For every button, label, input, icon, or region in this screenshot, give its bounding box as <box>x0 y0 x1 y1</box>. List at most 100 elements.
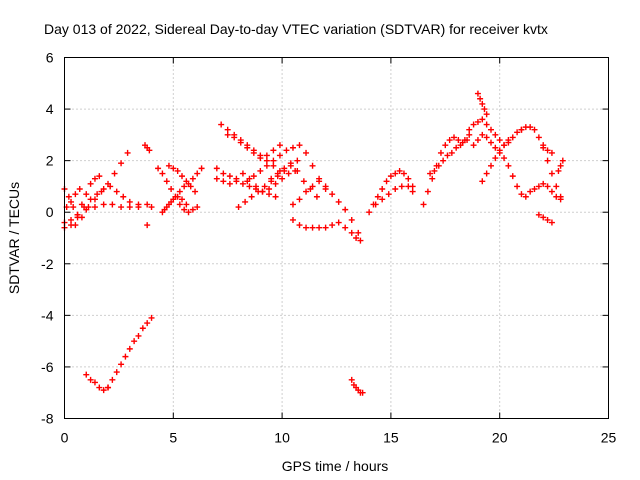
data-point <box>420 201 427 208</box>
data-point <box>492 155 499 162</box>
series-track-12 <box>165 162 199 195</box>
data-point <box>309 183 316 190</box>
data-point <box>309 162 316 169</box>
series-track-29 <box>474 90 490 118</box>
data-point <box>94 191 101 198</box>
data-point <box>144 320 151 327</box>
data-point <box>483 121 490 128</box>
data-point <box>72 222 79 229</box>
data-point <box>335 219 342 226</box>
data-point <box>342 206 349 213</box>
data-point <box>555 167 562 174</box>
data-point <box>296 222 303 229</box>
data-point <box>374 193 381 200</box>
data-point <box>303 188 310 195</box>
data-point <box>161 206 168 213</box>
data-point <box>531 186 538 193</box>
data-point <box>316 224 323 231</box>
series-track-21 <box>289 216 364 244</box>
y-tick-label: 6 <box>46 50 54 66</box>
data-point <box>70 204 77 211</box>
series-track-22 <box>348 376 366 396</box>
data-point <box>83 371 90 378</box>
data-point <box>263 157 270 164</box>
data-point <box>553 193 560 200</box>
data-point <box>181 183 188 190</box>
data-point <box>303 224 310 231</box>
data-point <box>120 193 127 200</box>
data-point <box>198 165 205 172</box>
data-point <box>544 216 551 223</box>
data-point <box>496 147 503 154</box>
series-track-25 <box>420 134 471 208</box>
series-track-23 <box>370 167 416 208</box>
data-point <box>250 149 257 156</box>
series-track-34 <box>535 211 555 226</box>
data-point <box>329 222 336 229</box>
data-point <box>544 147 551 154</box>
data-point <box>477 95 484 102</box>
data-point <box>514 129 521 136</box>
data-point <box>435 162 442 169</box>
data-point <box>185 209 192 216</box>
data-point <box>226 173 233 180</box>
y-tick-label: -6 <box>41 359 54 375</box>
grid-layer <box>64 57 609 419</box>
x-tick-label: 5 <box>169 430 177 446</box>
data-point <box>91 196 98 203</box>
data-point <box>176 201 183 208</box>
data-point <box>163 178 170 185</box>
data-point <box>213 165 220 172</box>
data-point <box>309 224 316 231</box>
data-point <box>270 147 277 154</box>
data-point <box>122 353 129 360</box>
data-point <box>257 155 264 162</box>
data-point <box>283 147 290 154</box>
data-point <box>348 229 355 236</box>
chart-title: Day 013 of 2022, Sidereal Day-to-day VTE… <box>44 21 548 37</box>
data-point <box>518 126 525 133</box>
series-track-19 <box>268 160 320 200</box>
data-point <box>83 191 90 198</box>
data-point <box>527 124 534 131</box>
data-point <box>220 170 227 177</box>
data-point <box>218 121 225 128</box>
data-point <box>429 175 436 182</box>
data-point <box>105 180 112 187</box>
data-point <box>144 222 151 229</box>
data-point <box>296 142 303 149</box>
data-point <box>87 376 94 383</box>
data-point <box>252 183 259 190</box>
data-point <box>357 237 364 244</box>
data-point <box>118 204 125 211</box>
data-point <box>322 224 329 231</box>
data-point <box>72 191 79 198</box>
data-point <box>179 173 186 180</box>
data-point <box>470 121 477 128</box>
data-point <box>427 170 434 177</box>
data-point <box>144 201 151 208</box>
data-point <box>131 338 138 345</box>
data-point <box>335 198 342 205</box>
data-point <box>257 167 264 174</box>
data-point <box>366 209 373 216</box>
data-point <box>165 162 172 169</box>
data-point <box>379 196 386 203</box>
data-point <box>76 186 83 193</box>
data-point <box>174 193 181 200</box>
data-point <box>261 183 268 190</box>
data-point <box>224 131 231 138</box>
data-point <box>359 389 366 396</box>
data-point <box>535 211 542 218</box>
data-point <box>329 191 336 198</box>
data-point <box>287 160 294 167</box>
data-point <box>509 173 516 180</box>
data-point <box>483 111 490 118</box>
data-point <box>96 384 103 391</box>
data-point <box>266 186 273 193</box>
data-point <box>170 196 177 203</box>
data-point <box>557 162 564 169</box>
data-point <box>442 142 449 149</box>
data-point <box>492 131 499 138</box>
series-track-04 <box>72 149 131 229</box>
